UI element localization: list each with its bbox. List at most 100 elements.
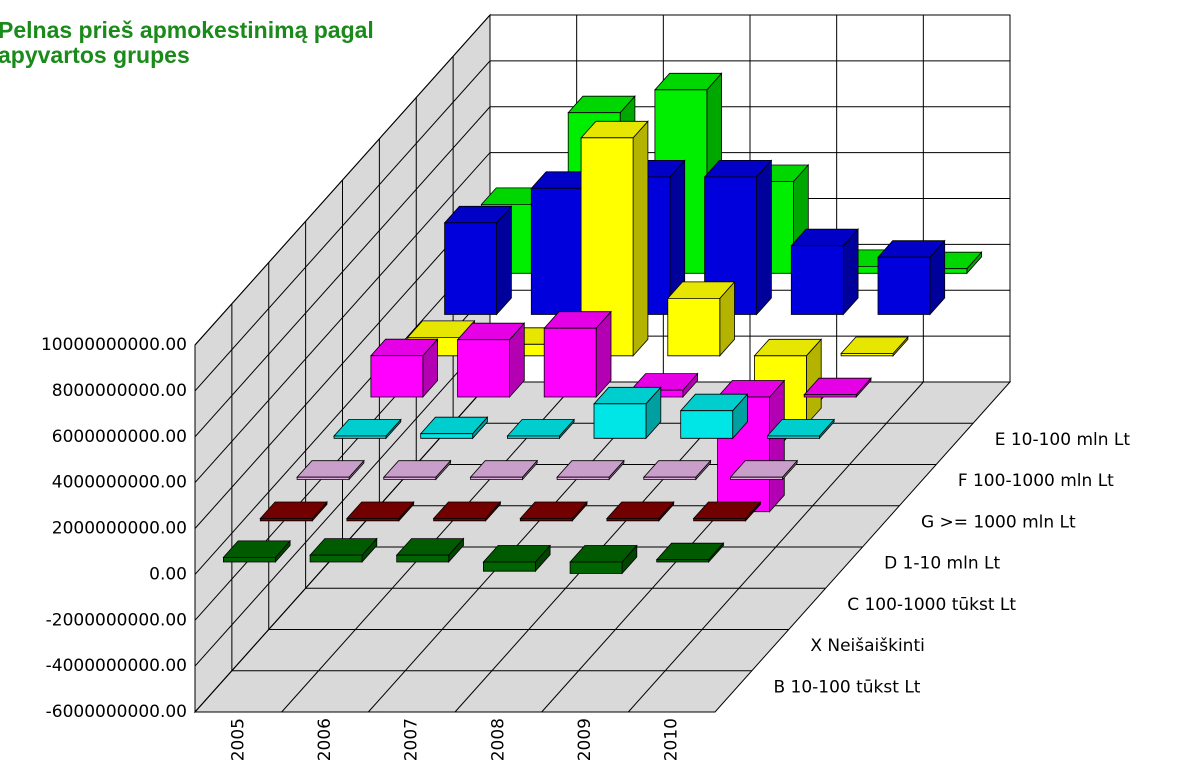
grid-line	[194, 152, 1010, 483]
x-tick-label: 2009	[575, 718, 595, 761]
grid-line	[194, 60, 1010, 392]
bar-front	[222, 557, 276, 563]
bar-front	[643, 476, 697, 480]
bar	[519, 500, 588, 522]
bar	[382, 459, 452, 481]
grid-line	[194, 14, 1010, 346]
x-tick-label: 2005	[228, 718, 248, 761]
bar-front	[333, 435, 387, 439]
y-tick-label: 2000000000.00	[52, 519, 187, 539]
bar	[766, 418, 835, 440]
bar-front	[680, 410, 734, 439]
bar	[803, 377, 872, 399]
bar-front	[556, 476, 610, 480]
bar-front	[790, 245, 844, 315]
bar-front	[383, 476, 437, 480]
bar-front	[470, 476, 523, 480]
bar	[469, 459, 539, 481]
bar-front	[370, 355, 424, 398]
bar-front	[309, 554, 363, 563]
bar	[630, 372, 699, 399]
bar-front	[543, 327, 597, 398]
bar	[443, 205, 513, 316]
bar-front	[519, 518, 573, 522]
legend-label: B 10-100 tūkst Lt	[773, 677, 920, 697]
bar	[655, 542, 725, 564]
bar-front	[420, 433, 474, 439]
bar	[679, 393, 749, 440]
bar-front	[803, 394, 857, 398]
bar	[222, 539, 291, 564]
legend-label: F 100-1000 mln Lt	[958, 471, 1114, 491]
legend-label: E 10-100 mln Lt	[995, 430, 1131, 450]
bar-front	[433, 518, 487, 522]
bar-front	[606, 518, 660, 522]
bar	[456, 322, 526, 399]
y-tick-label: -4000000000.00	[46, 656, 187, 676]
bar-front	[767, 435, 820, 439]
bar	[840, 335, 909, 357]
bar-front	[730, 476, 783, 480]
bar-front	[346, 518, 400, 522]
grid-line	[194, 106, 1010, 438]
bar-front	[259, 518, 313, 522]
bar	[543, 310, 612, 399]
x-tick-label: 2008	[488, 718, 508, 761]
bar	[569, 544, 638, 575]
bar-front	[444, 222, 498, 315]
bar	[692, 500, 762, 522]
legend-label: G >= 1000 mln Lt	[921, 512, 1076, 532]
legend-label: C 100-1000 tūkst Lt	[847, 595, 1016, 615]
y-tick-label: 8000000000.00	[52, 381, 187, 401]
bar	[593, 386, 662, 440]
bar-side	[496, 205, 512, 316]
legend-label: X Neišaiškinti	[810, 636, 925, 656]
bar-front	[656, 559, 710, 563]
bar-front	[580, 137, 634, 357]
bar	[606, 500, 675, 522]
bar-front	[482, 561, 536, 572]
bar	[877, 239, 946, 316]
bar	[482, 544, 551, 573]
y-tick-label: 6000000000.00	[52, 427, 187, 447]
bar	[556, 459, 625, 481]
bar	[395, 537, 465, 564]
y-tick-label: 10000000000.00	[41, 335, 187, 355]
bar	[790, 228, 859, 316]
x-tick-label: 2006	[315, 718, 335, 761]
bar-front	[457, 339, 511, 398]
bar-front	[667, 297, 721, 357]
bar	[259, 500, 328, 522]
bar-front	[704, 176, 757, 315]
bar	[642, 459, 712, 481]
bar-front	[569, 561, 623, 574]
bar-front	[296, 476, 350, 480]
bar-front	[530, 187, 584, 315]
bar	[703, 159, 773, 316]
bar-front	[506, 435, 560, 439]
bar	[370, 338, 439, 399]
y-tick-label: -6000000000.00	[46, 702, 187, 722]
legend-label: D 1-10 mln Lt	[884, 554, 1000, 574]
bar	[333, 418, 402, 440]
chart-title: Pelnas prieš apmokestinimą pagal apyvart…	[0, 17, 374, 68]
bar	[309, 537, 378, 564]
bar-front	[396, 554, 450, 563]
bar	[296, 459, 365, 481]
bar-side	[756, 159, 772, 316]
bar-front	[693, 518, 746, 522]
y-tick-label: 0.00	[149, 564, 187, 584]
bar-front	[877, 256, 931, 315]
bar-front	[840, 353, 894, 357]
x-tick-label: 2007	[402, 718, 422, 761]
bar-side	[769, 379, 785, 513]
bar	[580, 120, 649, 357]
bar	[346, 500, 415, 522]
bar-side	[632, 120, 649, 357]
bar	[729, 459, 799, 481]
y-tick-label: -2000000000.00	[46, 610, 187, 630]
bar	[419, 416, 489, 440]
bar	[666, 280, 736, 357]
